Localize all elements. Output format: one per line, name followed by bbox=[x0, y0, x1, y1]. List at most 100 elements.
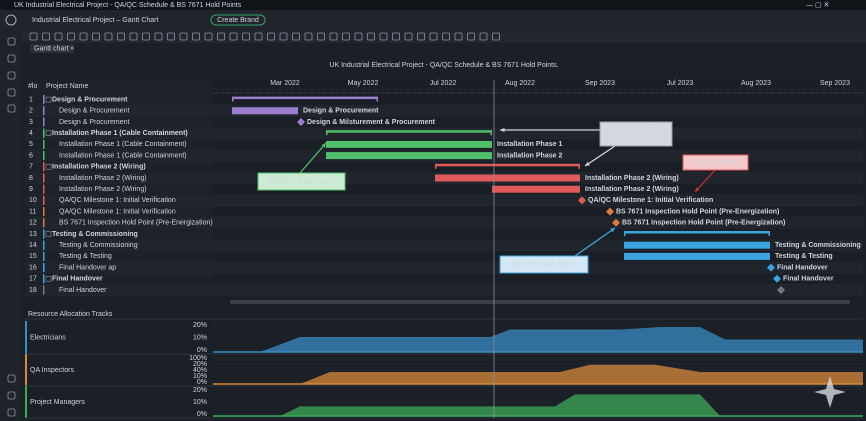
milestone[interactable] bbox=[578, 196, 586, 205]
toolbar-icon[interactable] bbox=[54, 32, 63, 41]
toolbar-icon[interactable] bbox=[279, 32, 288, 41]
milestone[interactable] bbox=[297, 118, 305, 126]
callout-box bbox=[257, 172, 346, 191]
bar-label: Installation Phase 2 (Wiring) bbox=[585, 186, 679, 193]
toolbar-icon[interactable] bbox=[317, 32, 325, 41]
toolbar-icon[interactable] bbox=[167, 32, 175, 41]
toolbar-icon[interactable] bbox=[479, 32, 488, 41]
sparkle-icon bbox=[814, 376, 846, 408]
toolbar-icon[interactable] bbox=[242, 32, 250, 41]
milestone[interactable] bbox=[777, 286, 785, 294]
sidebar-icon[interactable] bbox=[7, 88, 16, 97]
track-tick-label: 0% bbox=[197, 411, 207, 418]
bar-label: BS 7671 Inspection Hold Point (Pre-Energ… bbox=[616, 208, 779, 215]
sidebar-icon[interactable] bbox=[7, 37, 16, 46]
task-bar[interactable] bbox=[326, 152, 492, 160]
toolbar-icon[interactable] bbox=[329, 32, 338, 41]
toolbar-icon[interactable] bbox=[179, 32, 188, 41]
toolbar-icon[interactable] bbox=[204, 32, 213, 41]
toolbar-icon[interactable] bbox=[379, 32, 388, 41]
milestone[interactable] bbox=[767, 263, 775, 272]
toolbar-icon[interactable] bbox=[354, 32, 363, 41]
track-name: QA Inspectors bbox=[30, 367, 74, 374]
callout-text: Inspection Point bbox=[611, 136, 661, 143]
toolbar-icon[interactable] bbox=[104, 32, 113, 41]
task-bar[interactable] bbox=[492, 185, 580, 193]
collapse-toggle[interactable] bbox=[45, 96, 52, 103]
row-marker bbox=[43, 240, 45, 250]
toolbar-icon[interactable] bbox=[192, 32, 200, 41]
row-marker bbox=[43, 263, 45, 273]
tab-close[interactable]: × bbox=[70, 45, 74, 52]
row-stripe bbox=[25, 105, 863, 117]
task-bar[interactable] bbox=[624, 241, 770, 249]
row-marker bbox=[43, 117, 45, 127]
toolbar-icon[interactable] bbox=[254, 32, 263, 41]
toolbar-icon[interactable] bbox=[142, 32, 150, 41]
sidebar-icon[interactable] bbox=[7, 374, 16, 383]
sidebar-icon[interactable] bbox=[7, 104, 16, 113]
scrollbar[interactable] bbox=[230, 300, 850, 304]
toolbar-icon[interactable] bbox=[442, 32, 450, 41]
window-controls[interactable]: — ▢ ✕ bbox=[806, 2, 829, 9]
tab[interactable] bbox=[30, 44, 74, 53]
toolbar-icon[interactable] bbox=[454, 32, 463, 41]
toolbar-icon[interactable] bbox=[292, 32, 300, 41]
task-bar[interactable] bbox=[624, 252, 770, 260]
toolbar-icon[interactable] bbox=[92, 32, 100, 41]
toolbar-icon[interactable] bbox=[367, 32, 375, 41]
toolbar-icon[interactable] bbox=[117, 32, 125, 41]
sidebar-icon[interactable] bbox=[7, 391, 16, 400]
toolbar-icon[interactable] bbox=[392, 32, 400, 41]
task-name: Testing & Testing bbox=[59, 253, 112, 260]
toolbar-icon[interactable] bbox=[417, 32, 425, 41]
collapse-toggle[interactable] bbox=[45, 275, 52, 282]
toolbar-icon[interactable] bbox=[217, 32, 225, 41]
bar-label: Design & Procurement bbox=[303, 108, 379, 115]
task-name: Installation Phase 2 (Wiring) bbox=[59, 186, 147, 193]
toolbar-icon[interactable] bbox=[267, 32, 275, 41]
toolbar-icon[interactable] bbox=[79, 32, 88, 41]
track-tick-label: 10% bbox=[193, 373, 207, 380]
collapse-toggle[interactable] bbox=[45, 231, 52, 237]
row-id: 7 bbox=[29, 164, 33, 171]
task-bar[interactable] bbox=[326, 140, 492, 148]
collapse-toggle[interactable] bbox=[45, 164, 52, 170]
sidebar-icons bbox=[7, 37, 16, 417]
arrow-head bbox=[585, 161, 590, 166]
create-button-label[interactable]: Create Brand bbox=[217, 17, 259, 24]
task-name: BS 7671 Inspection Hold Point (Pre-Energ… bbox=[59, 220, 213, 227]
resource-area bbox=[213, 394, 863, 416]
toolbar-icon[interactable] bbox=[467, 32, 475, 41]
create-button[interactable] bbox=[210, 14, 266, 26]
toolbar-icon[interactable] bbox=[154, 32, 163, 41]
toolbar-icon[interactable] bbox=[492, 32, 500, 41]
task-bar[interactable] bbox=[435, 174, 580, 182]
toolbar-icon[interactable] bbox=[29, 32, 38, 41]
row-id: 17 bbox=[29, 276, 37, 283]
toolbar-icon[interactable] bbox=[42, 32, 50, 41]
app-logo[interactable] bbox=[5, 14, 17, 26]
collapse-toggle[interactable] bbox=[45, 130, 52, 136]
row-id: 16 bbox=[29, 264, 37, 271]
sidebar-icon[interactable] bbox=[7, 408, 16, 417]
milestone[interactable] bbox=[773, 274, 781, 283]
column-header: #lo bbox=[28, 83, 37, 90]
task-name: Final Handover bbox=[52, 276, 103, 283]
month-label: Jul 2023 bbox=[667, 80, 694, 87]
sidebar-icon[interactable] bbox=[7, 71, 16, 80]
row-id: 3 bbox=[29, 119, 33, 126]
toolbar-icon[interactable] bbox=[229, 32, 238, 41]
toolbar-icon[interactable] bbox=[404, 32, 413, 41]
toolbar-icon[interactable] bbox=[129, 32, 138, 41]
toolbar-icon[interactable] bbox=[429, 32, 438, 41]
milestone[interactable] bbox=[606, 207, 614, 216]
task-bar[interactable] bbox=[232, 107, 298, 115]
toolbar-icon[interactable] bbox=[67, 32, 75, 41]
track-marker bbox=[25, 354, 27, 386]
sidebar-icon[interactable] bbox=[7, 54, 16, 63]
toolbar-icon[interactable] bbox=[304, 32, 313, 41]
toolbar-icon[interactable] bbox=[342, 32, 350, 41]
tab-label[interactable]: Gantt chart bbox=[34, 45, 69, 52]
milestone[interactable] bbox=[612, 218, 620, 227]
